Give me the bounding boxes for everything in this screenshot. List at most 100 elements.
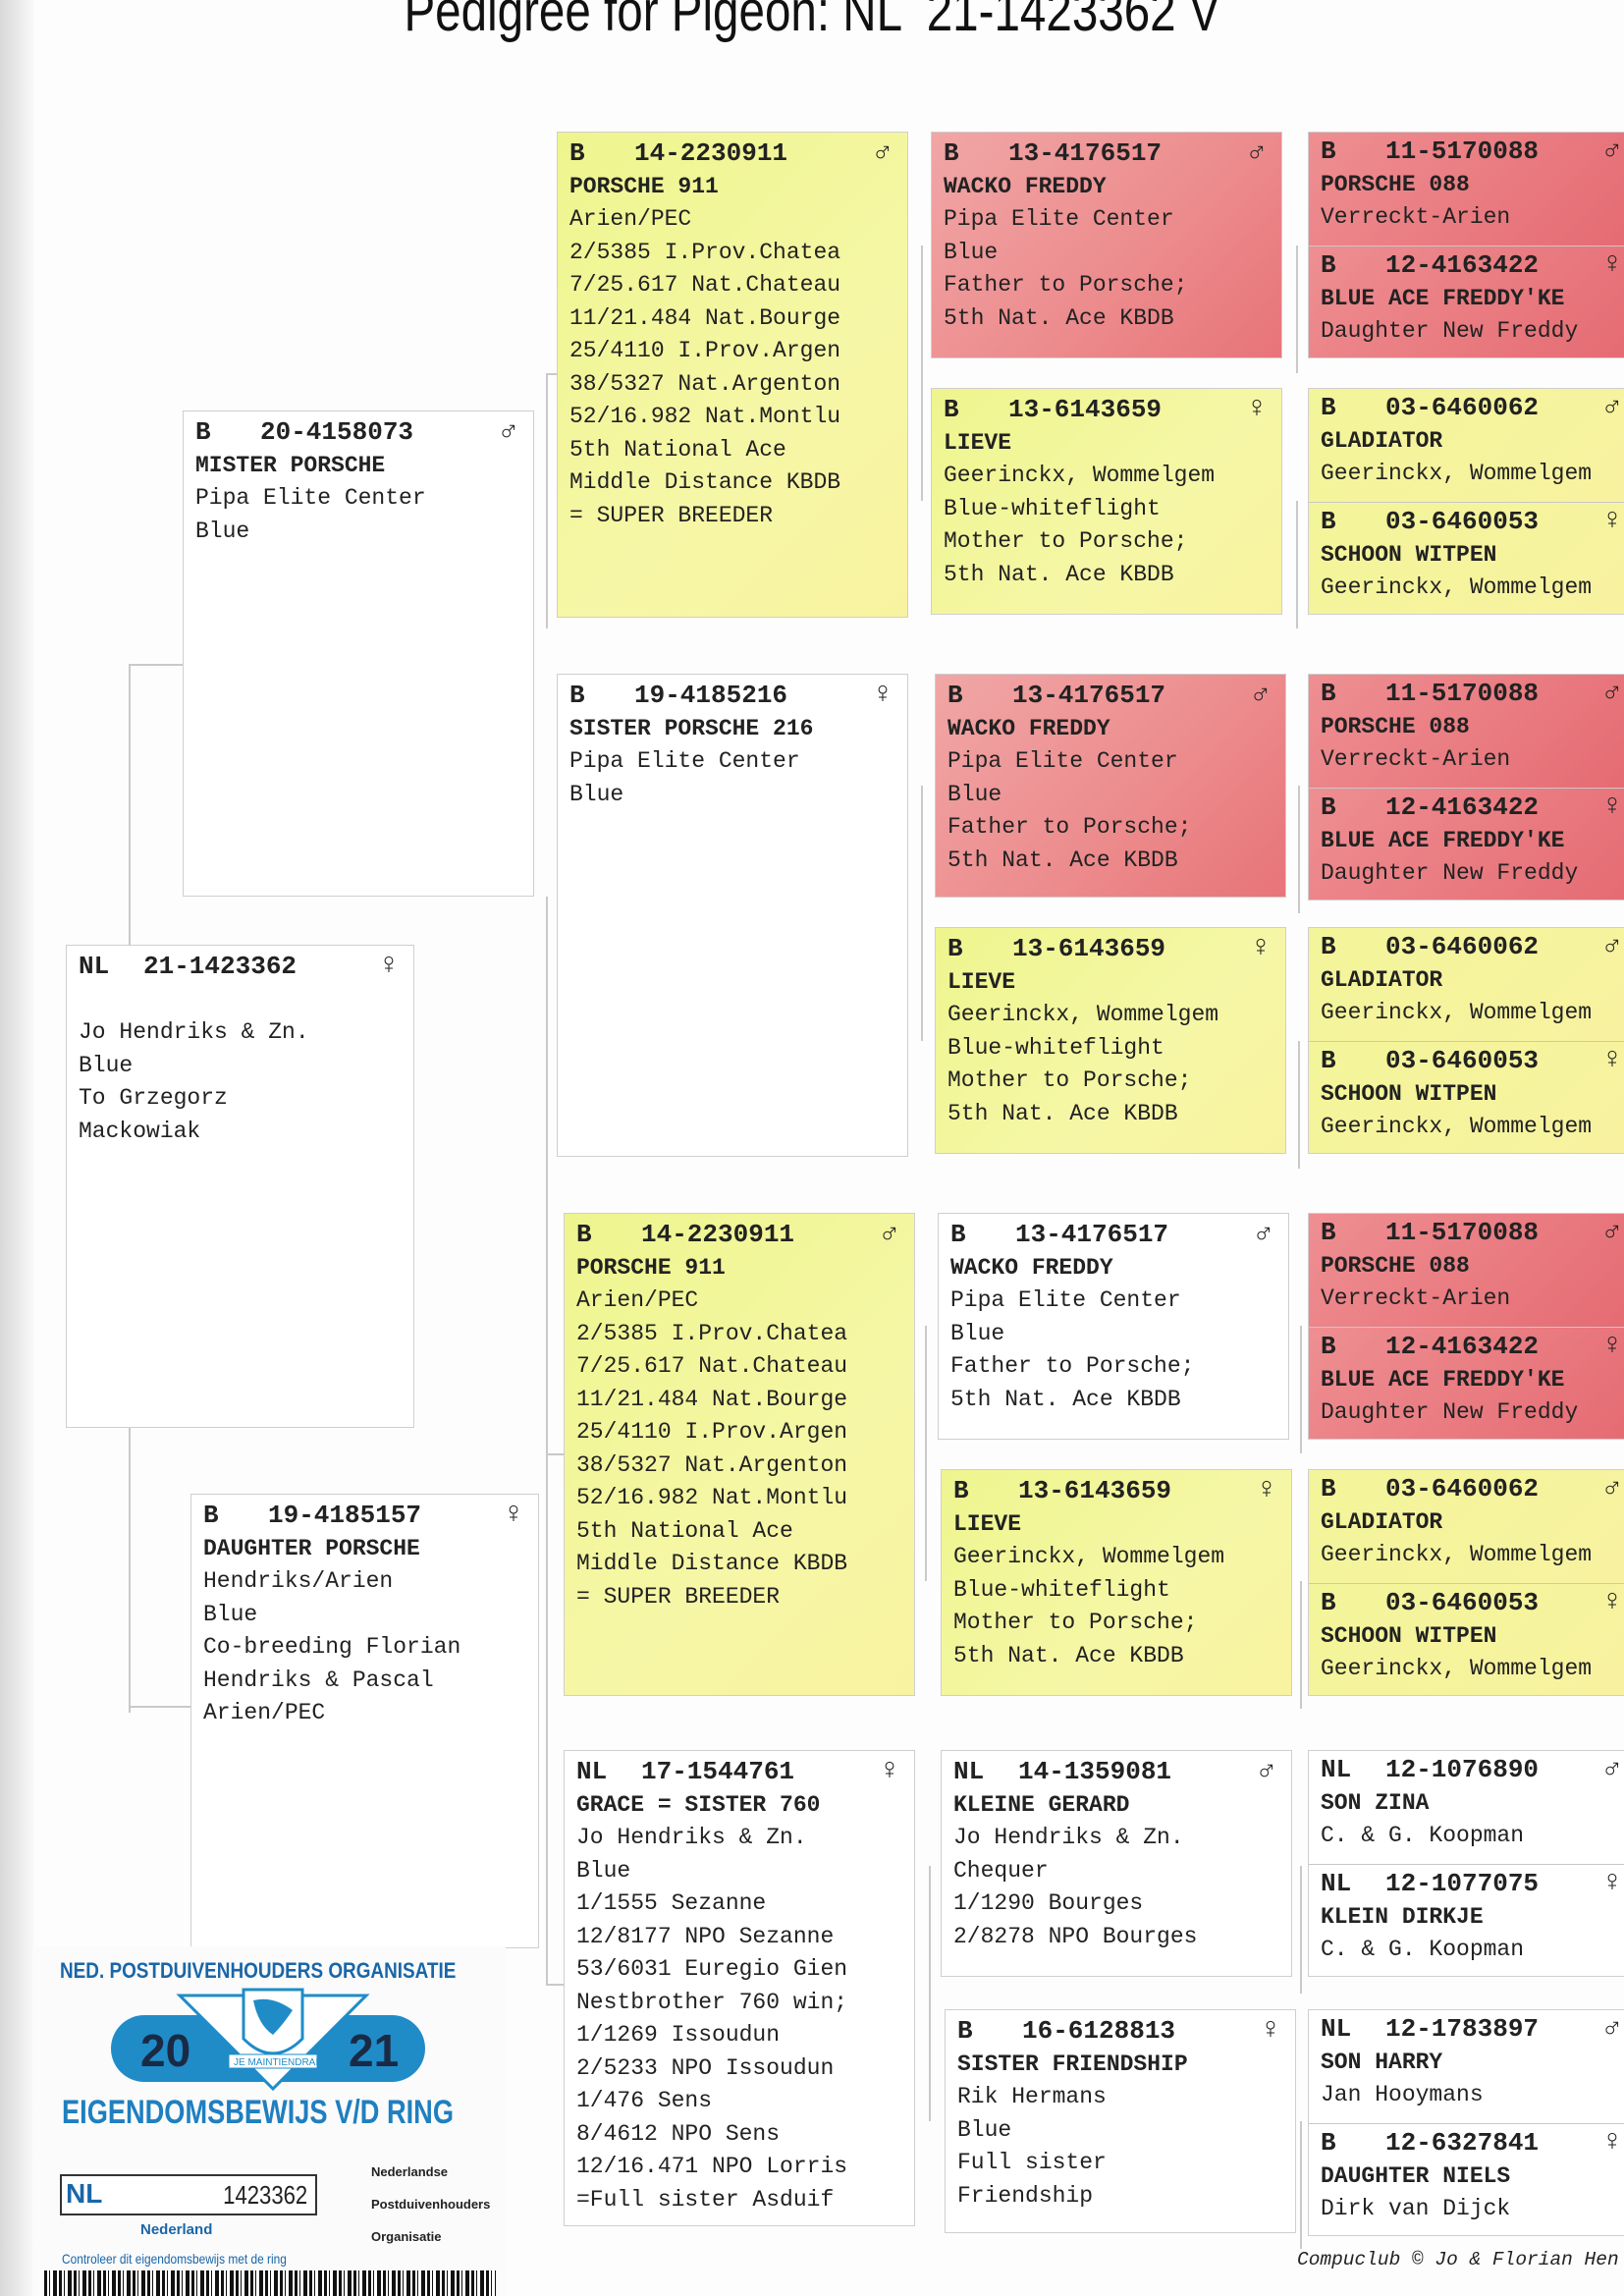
pigeon-info-line: 5th National Ace: [576, 1517, 793, 1544]
country-code: B: [957, 2016, 973, 2046]
ring-ownership-certificate: NED. POSTDUIVENHOUDERS ORGANISATIE 20 21…: [32, 1946, 506, 2296]
pigeon-name: LIEVE: [953, 1511, 1022, 1537]
pigeon-name: SCHOON WITPEN: [1321, 1623, 1497, 1649]
pigeon-info-line: 12/16.471 NPO Lorris: [576, 2154, 848, 2179]
pigeon-name: SISTER FRIENDSHIP: [957, 2051, 1188, 2077]
ring-number: 03-6460062: [1385, 1474, 1540, 1503]
card-header: B 12-6327841 ♀: [1321, 2126, 1624, 2159]
card-header: B 11-5170088 ♂: [1321, 1216, 1624, 1249]
pigeon-info-line: Blue: [79, 1052, 134, 1078]
organisation-name: NED. POSTDUIVENHOUDERS ORGANISATIE: [60, 1958, 457, 1983]
pigeon-name: MISTER PORSCHE: [195, 453, 386, 478]
pigeon-card: B 11-5170088 ♂ PORSCHE 088 Verreckt-Arien: [1309, 675, 1624, 788]
ring-number: 13-6143659: [1018, 1476, 1172, 1505]
great-grandparents-card: B 11-5170088 ♂ PORSCHE 088 Verreckt-Arien B 12…: [1308, 1213, 1624, 1440]
pigeon-info-line: Arien/PEC: [576, 1287, 699, 1313]
pigeon-card: B 12-4163422 ♀ BLUE ACE FREDDY'KE Daughter N…: [1309, 246, 1624, 357]
pigeon-card: B 03-6460062 ♂ GLADIATOR Geerinckx, Wommelge…: [1309, 389, 1624, 502]
country-code: NL: [79, 952, 110, 981]
pigeon-card: NL 17-1544761 ♀ GRACE = SISTER 760 Jo Hendri…: [564, 1750, 915, 2226]
female-icon: ♀: [1602, 248, 1621, 282]
pigeon-info-line: Friendship: [957, 2182, 1094, 2209]
pigeon-info-line: Dirk van Dijck: [1321, 2196, 1511, 2221]
female-icon: ♀: [873, 679, 892, 712]
male-icon: ♂: [1251, 679, 1270, 712]
card-header: B 12-4163422 ♀: [1321, 1330, 1624, 1363]
male-icon: ♂: [1602, 1472, 1621, 1505]
ring-number: 13-4176517: [1008, 138, 1163, 168]
pigeon-name: KLEINE GERARD: [953, 1792, 1130, 1818]
ring-number: 13-4176517: [1012, 681, 1166, 710]
pigeon-name: WACKO FREDDY: [947, 716, 1110, 741]
card-header: B 03-6460062 ♂: [1321, 1472, 1624, 1505]
pigeon-name: PORSCHE 911: [569, 174, 719, 199]
connector-line: [546, 1453, 564, 1455]
female-icon: ♀: [1602, 505, 1621, 538]
male-icon: ♂: [1602, 1753, 1621, 1786]
pigeon-info-line: 8/4612 NPO Sens: [576, 2120, 781, 2147]
pigeon-info-line: Hendriks/Arien: [203, 1568, 394, 1594]
connector-line: [546, 897, 548, 1407]
card-header: NL 14-1359081 ♂: [953, 1755, 1281, 1788]
ring-number: 13-6143659: [1008, 395, 1163, 424]
card-header: NL 12-1783897 ♂: [1321, 2012, 1624, 2046]
pigeon-card: B 03-6460053 ♀ SCHOON WITPEN Geerinckx, Womm…: [1309, 1041, 1624, 1153]
connector-line: [1296, 246, 1298, 373]
country-code: B: [1321, 1474, 1336, 1503]
pigeon-info-line: Blue-whiteflight: [953, 1576, 1170, 1603]
male-icon: ♂: [873, 137, 892, 170]
female-icon: ♀: [1602, 1044, 1621, 1077]
pigeon-card: B 13-4176517 ♂ WACKO FREDDY Pipa Elite Cente…: [938, 1213, 1289, 1440]
country-code: B: [203, 1501, 219, 1530]
ring-number: 12-4163422: [1385, 250, 1540, 280]
pigeon-name: SCHOON WITPEN: [1321, 542, 1497, 568]
pigeon-info-line: 7/25.617 Nat.Chateau: [569, 272, 841, 298]
pigeon-info-line: C. & G. Koopman: [1321, 1823, 1525, 1848]
pigeon-info-line: Jan Hooymans: [1321, 2082, 1484, 2107]
country-code: B: [1321, 793, 1336, 822]
male-icon: ♂: [1602, 930, 1621, 963]
country-code: B: [944, 138, 959, 168]
connector-line: [925, 1326, 927, 1581]
pigeon-info-line: Verreckt-Arien: [1321, 204, 1511, 230]
connector-line: [1300, 1866, 1302, 1994]
country-code: NL: [1321, 1755, 1352, 1784]
great-grandparents-card: B 03-6460062 ♂ GLADIATOR Geerinckx, Wommelge…: [1308, 388, 1624, 615]
card-header: B 13-4176517 ♂: [950, 1218, 1278, 1251]
female-icon: ♀: [1257, 1474, 1275, 1507]
card-header: NL 17-1544761 ♀: [576, 1755, 904, 1788]
card-header: B 13-4176517 ♂: [944, 137, 1272, 170]
pigeon-info-line: Geerinckx, Wommelgem: [1321, 1542, 1593, 1567]
ring-number: 12-1076890: [1385, 1755, 1540, 1784]
pigeon-name: BLUE ACE FREDDY'KE: [1321, 828, 1565, 853]
pigeon-info-line: 38/5327 Nat.Argenton: [576, 1451, 848, 1478]
female-icon: ♀: [1247, 393, 1266, 426]
great-grandparents-card: NL 12-1076890 ♂ SON ZINA C. & G. Koopman NL 12…: [1308, 1750, 1624, 1977]
ring-number: 16-6128813: [1022, 2016, 1176, 2046]
npo-word: Organisatie: [371, 2229, 442, 2244]
ring-number: 13-6143659: [1012, 934, 1166, 963]
ring-number: 13-4176517: [1015, 1220, 1169, 1249]
card-header: B 03-6460053 ♀: [1321, 505, 1624, 538]
pigeon-name: BLUE ACE FREDDY'KE: [1321, 1367, 1565, 1393]
pigeon-info-line: 1/1555 Sezanne: [576, 1890, 767, 1916]
pigeon-info-line: 5th Nat. Ace KBDB: [950, 1386, 1181, 1412]
pigeon-info-line: 5th Nat. Ace KBDB: [953, 1642, 1184, 1668]
pigeon-info-line: = SUPER BREEDER: [569, 502, 774, 528]
country-code: NL: [576, 1757, 608, 1786]
connector-line: [1298, 786, 1300, 913]
male-icon: ♂: [1602, 677, 1621, 710]
connector-line: [1298, 1041, 1300, 1169]
country-code: B: [1321, 137, 1336, 166]
pigeon-info-line: Rik Hermans: [957, 2084, 1107, 2109]
pigeon-info-line: = SUPER BREEDER: [576, 1583, 781, 1610]
female-icon: ♀: [504, 1499, 522, 1532]
card-header: B 13-6143659 ♀: [947, 932, 1275, 965]
card-header: B 19-4185216 ♀: [569, 679, 897, 712]
pigeon-info-line: Blue: [950, 1320, 1005, 1346]
great-grandparents-card: B 03-6460062 ♂ GLADIATOR Geerinckx, Wommelge…: [1308, 927, 1624, 1154]
pigeon-card: B 12-4163422 ♀ BLUE ACE FREDDY'KE Daughter N…: [1309, 1327, 1624, 1439]
male-icon: ♂: [1257, 1755, 1275, 1788]
country-code: B: [1321, 1046, 1336, 1075]
ring-number: 03-6460053: [1385, 1046, 1540, 1075]
